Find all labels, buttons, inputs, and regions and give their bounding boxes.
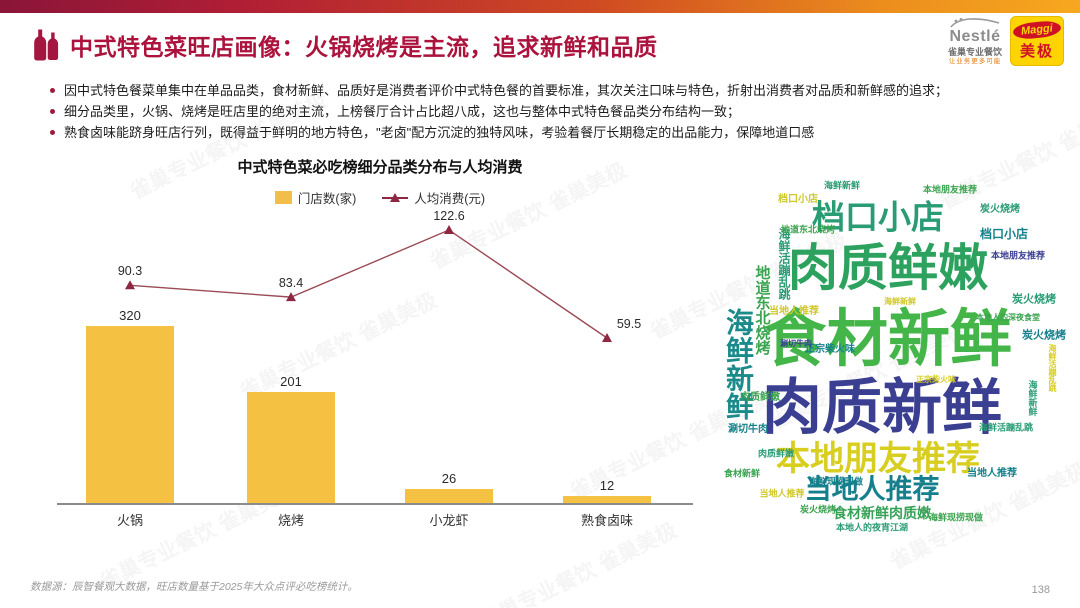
bottles-icon	[34, 29, 59, 61]
wordcloud-word: 当地人推荐	[759, 488, 805, 499]
wordcloud-word: 炭火烧烤	[799, 504, 837, 515]
wordcloud-word: 档口小店	[979, 227, 1029, 241]
wordcloud-word: 地道东北烧烤	[780, 224, 836, 235]
wordcloud-word: 当地人推荐	[804, 474, 940, 505]
wordcloud-word: 海鲜新鲜	[884, 297, 916, 306]
bar	[563, 496, 651, 503]
category-label: 熟食卤味	[580, 513, 634, 528]
nestle-logo: Nestlé 雀巢专业餐饮 让业务更多可能	[948, 16, 1002, 66]
page-title: 中式特色菜旺店画像：火锅烧烤是主流，追求新鲜和品质	[70, 34, 658, 60]
wordcloud-word: 海鲜活蹦乱跳	[978, 422, 1034, 433]
bar	[405, 488, 493, 503]
maggi-logo: Maggi 美极	[1010, 16, 1064, 66]
x-axis-line	[57, 503, 693, 505]
category-label: 烧烤	[277, 513, 305, 528]
legend-item-stores: 门店数(家)	[274, 188, 357, 207]
bar-value-label: 320	[119, 308, 141, 324]
wordcloud-word: 本地人的深夜食堂	[976, 313, 1040, 322]
wordcloud-word: 食材新鲜	[723, 468, 761, 479]
wordcloud-word: 肉质鲜嫩	[740, 392, 780, 403]
wordcloud-word: 肉质鲜嫩	[757, 448, 795, 459]
bullet-item: 细分品类里，火锅、烧烤是旺店里的绝对主流，上榜餐厅合计占比超八成，这也与整体中式…	[46, 101, 1056, 122]
wordcloud-word: 本地朋友推荐	[922, 184, 978, 195]
legend-item-consumption: 人均消费(元)	[382, 188, 485, 207]
category-label: 火锅	[116, 513, 144, 528]
bar-value-label: 201	[280, 373, 302, 389]
wordcloud: 档口小店 肉质鲜嫩 食材新鲜 肉质新鲜 本地朋友推荐 当地人推荐 食材新鲜肉质嫩 本地人的夜宵…	[700, 172, 1080, 567]
wordcloud-word: 正宗柴火味	[805, 344, 855, 355]
wordcloud-word: 本地人的夜宵江湖	[835, 522, 909, 533]
line-marker-icon	[602, 332, 612, 342]
line-marker-icon	[125, 280, 135, 290]
bullet-item: 因中式特色餐菜单集中在单品品类，食材新鲜、品质好是消费者评价中式特色餐的首要标准…	[46, 80, 1056, 101]
wordcloud-word: 海鲜新鲜	[723, 308, 754, 420]
bar	[86, 326, 174, 503]
wordcloud-word: 海鲜新鲜	[1027, 380, 1038, 416]
wordcloud-word: 涮切牛肉	[728, 424, 768, 435]
bullet-item: 熟食卤味能跻身旺店行列，既得益于鲜明的地方特色，"老卤"配方沉淀的独特风味，考验…	[46, 122, 1056, 143]
line-value-label: 59.5	[616, 316, 642, 331]
maggi-chinese-label: 美极	[1019, 42, 1054, 60]
wordcloud-word: 档口小店	[812, 198, 944, 236]
line-value-label: 122.6	[433, 209, 465, 224]
wordcloud-word: 肉质鲜嫩	[788, 240, 988, 296]
combo-chart: 中式特色菜必吃榜细分品类分布与人均消费 门店数(家) 人均消费(元) 320 火锅…	[55, 150, 705, 535]
line-marker-icon	[444, 225, 454, 235]
bar-swatch-icon	[274, 191, 292, 204]
category-label: 小龙虾	[429, 513, 469, 528]
wordcloud-word: 海鲜活蹦乱跳	[777, 228, 791, 300]
wordcloud-word: 涮切牛肉	[780, 339, 812, 348]
wordcloud-word: 当地人推荐	[967, 468, 1017, 479]
wordcloud-word: 食材新鲜	[763, 305, 1013, 374]
wordcloud-word: 地道东北烧烤	[753, 265, 771, 355]
wordcloud-word: 海鲜活蹦乱跳	[1048, 344, 1057, 392]
wordcloud-word: 档口小店	[778, 194, 818, 205]
wordcloud-word: 当地人推荐	[769, 306, 819, 317]
wordcloud-word: 食材新鲜肉质嫩	[833, 505, 931, 521]
line-marker-icon	[286, 292, 296, 302]
wordcloud-word: 炭火烧烤	[980, 204, 1020, 215]
maggi-wordmark: Maggi	[1012, 19, 1062, 40]
line-value-label: 83.4	[278, 276, 304, 291]
wordcloud-word: 正宗柴火味	[916, 375, 956, 384]
legend-label-consumption: 人均消费(元)	[414, 192, 486, 206]
wordcloud-word: 本地朋友推荐	[990, 250, 1046, 261]
top-gradient-bar	[0, 0, 1080, 13]
line-series	[125, 225, 612, 342]
wordcloud-word: 炭火烧烤	[1012, 293, 1056, 306]
legend-label-stores: 门店数(家)	[297, 192, 357, 206]
wordcloud-word: 本地朋友推荐	[776, 440, 980, 478]
page-number: 138	[1031, 584, 1050, 596]
nestle-sub-label: 雀巢专业餐饮	[947, 46, 1002, 57]
bar-value-label: 12	[599, 478, 615, 494]
nestle-tagline: 让业务更多可能	[948, 58, 1002, 66]
wordcloud-word: 炭火烧烤	[1022, 329, 1066, 342]
brand-logos: Nestlé 雀巢专业餐饮 让业务更多可能 Maggi 美极	[948, 16, 1064, 66]
wordcloud-word: 海鲜现捞现做	[928, 512, 984, 523]
wordcloud-word: 海鲜新鲜	[823, 180, 861, 191]
chart-legend: 门店数(家) 人均消费(元)	[55, 188, 705, 207]
line-swatch-icon	[382, 192, 409, 203]
bar	[247, 391, 335, 503]
nestle-wordmark: Nestlé	[949, 28, 1001, 45]
line-value-label: 90.3	[117, 264, 143, 279]
nestle-swoosh-icon	[950, 18, 1000, 28]
header: 中式特色菜旺店画像：火锅烧烤是主流，追求新鲜和品质	[34, 28, 658, 62]
wordcloud-word: 肉质新鲜	[762, 374, 1002, 441]
bar-value-label: 26	[441, 470, 457, 486]
footer-source: 数据源：辰智餐观大数据，旺店数量基于2025年大众点评必吃榜统计。	[30, 581, 358, 593]
wordcloud-word: 海鲜现捞现做	[808, 476, 864, 487]
chart-title: 中式特色菜必吃榜细分品类分布与人均消费	[237, 159, 523, 176]
bullet-list: 因中式特色餐菜单集中在单品品类，食材新鲜、品质好是消费者评价中式特色餐的首要标准…	[46, 80, 1056, 143]
